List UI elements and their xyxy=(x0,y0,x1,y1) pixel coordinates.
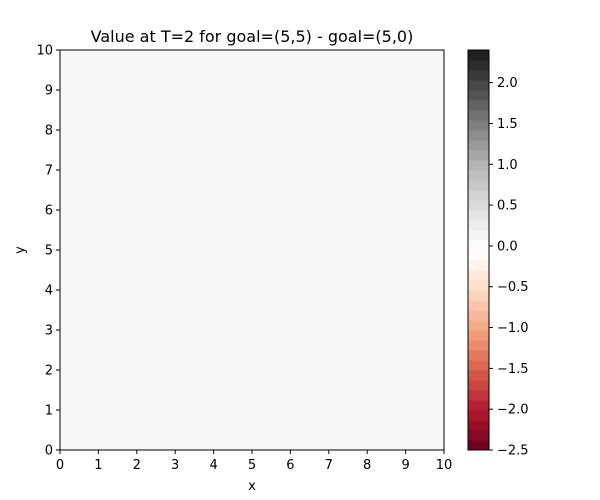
y-tick-label: 7 xyxy=(45,164,53,179)
x-tick-label: 10 xyxy=(436,458,453,473)
colorbar-band xyxy=(468,90,489,101)
y-tick-label: 6 xyxy=(45,204,53,219)
colorbar-band xyxy=(468,110,489,121)
colorbar-tick-label: −0.5 xyxy=(497,280,529,295)
colorbar-band xyxy=(468,250,489,261)
colorbar-band xyxy=(468,370,489,381)
y-tick-label: 2 xyxy=(45,364,53,379)
colorbar-band xyxy=(468,320,489,331)
colorbar-band xyxy=(468,410,489,421)
colorbar-band xyxy=(468,290,489,301)
colorbar-band xyxy=(468,170,489,181)
colorbar-band xyxy=(468,100,489,111)
colorbar-band xyxy=(468,180,489,191)
x-tick-label: 1 xyxy=(94,458,102,473)
colorbar-band xyxy=(468,210,489,221)
colorbar-band xyxy=(468,60,489,71)
colorbar-band xyxy=(468,260,489,271)
colorbar-band xyxy=(468,80,489,91)
plot-area xyxy=(59,49,445,451)
heatmap-field xyxy=(60,50,444,450)
colorbar-band xyxy=(468,120,489,131)
y-tick-label: 4 xyxy=(45,284,53,299)
colorbar-tick-label: 0.5 xyxy=(497,199,518,214)
colorbar-band xyxy=(468,190,489,201)
colorbar-band xyxy=(468,400,489,411)
colorbar-band xyxy=(468,360,489,371)
x-tick-label: 7 xyxy=(325,458,333,473)
colorbar-frame xyxy=(467,49,490,451)
colorbar-band xyxy=(468,420,489,431)
colorbar-band xyxy=(468,270,489,281)
colorbar: −2.5 −2.0 −1.5 −1.0 −0.5 0.0 0.5 1.0 1.5 2.0 xyxy=(467,49,529,459)
colorbar-band xyxy=(468,310,489,321)
colorbar-band xyxy=(468,350,489,361)
x-tick-label: 3 xyxy=(171,458,179,473)
colorbar-tick-label: −1.0 xyxy=(497,321,529,336)
colorbar-band xyxy=(468,150,489,161)
colorbar-tick-label: 2.0 xyxy=(497,76,518,91)
colorbar-band xyxy=(468,230,489,241)
colorbar-band xyxy=(468,130,489,141)
colorbar-tick-label: −1.5 xyxy=(497,362,529,377)
colorbar-tick-label: 0.0 xyxy=(497,239,518,254)
colorbar-band xyxy=(468,240,489,251)
y-tick-label: 5 xyxy=(45,244,53,259)
colorbar-band xyxy=(468,330,489,341)
colorbar-tick-label: 1.5 xyxy=(497,117,518,132)
x-axis-label: x xyxy=(248,479,256,494)
x-tick-label: 0 xyxy=(56,458,64,473)
y-tick-label: 8 xyxy=(45,124,53,139)
colorbar-band xyxy=(468,300,489,311)
y-tick-label: 1 xyxy=(45,404,53,419)
colorbar-band xyxy=(468,200,489,211)
colorbar-band xyxy=(468,280,489,291)
x-tick-label: 5 xyxy=(248,458,256,473)
x-tick-label: 2 xyxy=(133,458,141,473)
x-tick-label: 9 xyxy=(401,458,409,473)
colorbar-tick-label: 1.0 xyxy=(497,158,518,173)
colorbar-band xyxy=(468,70,489,81)
y-axis-ticks: 0 1 2 3 4 5 6 7 8 9 10 xyxy=(36,44,60,459)
colorbar-band xyxy=(468,440,489,451)
y-tick-label: 3 xyxy=(45,324,53,339)
colorbar-band xyxy=(468,380,489,391)
x-tick-label: 8 xyxy=(363,458,371,473)
x-tick-label: 4 xyxy=(209,458,217,473)
colorbar-band xyxy=(468,160,489,171)
colorbar-ticks: −2.5 −2.0 −1.5 −1.0 −0.5 0.0 0.5 1.0 1.5 2.0 xyxy=(489,76,529,459)
y-tick-label: 10 xyxy=(36,44,53,59)
colorbar-tick-label: −2.0 xyxy=(497,403,529,418)
colorbar-band xyxy=(468,220,489,231)
colorbar-band xyxy=(468,390,489,401)
colorbar-band xyxy=(468,340,489,351)
x-axis-ticks: 0 1 2 3 4 5 6 7 8 9 10 xyxy=(56,450,452,473)
y-tick-label: 0 xyxy=(45,444,53,459)
colorbar-tick-label: −2.5 xyxy=(497,444,529,459)
colorbar-band xyxy=(468,430,489,441)
colorbar-band xyxy=(468,140,489,151)
colorbar-bands xyxy=(468,50,489,451)
colorbar-band xyxy=(468,50,489,61)
x-tick-label: 6 xyxy=(286,458,294,473)
y-axis-label: y xyxy=(13,246,28,254)
chart-title: Value at T=2 for goal=(5,5) - goal=(5,0) xyxy=(91,27,414,46)
y-tick-label: 9 xyxy=(45,84,53,99)
